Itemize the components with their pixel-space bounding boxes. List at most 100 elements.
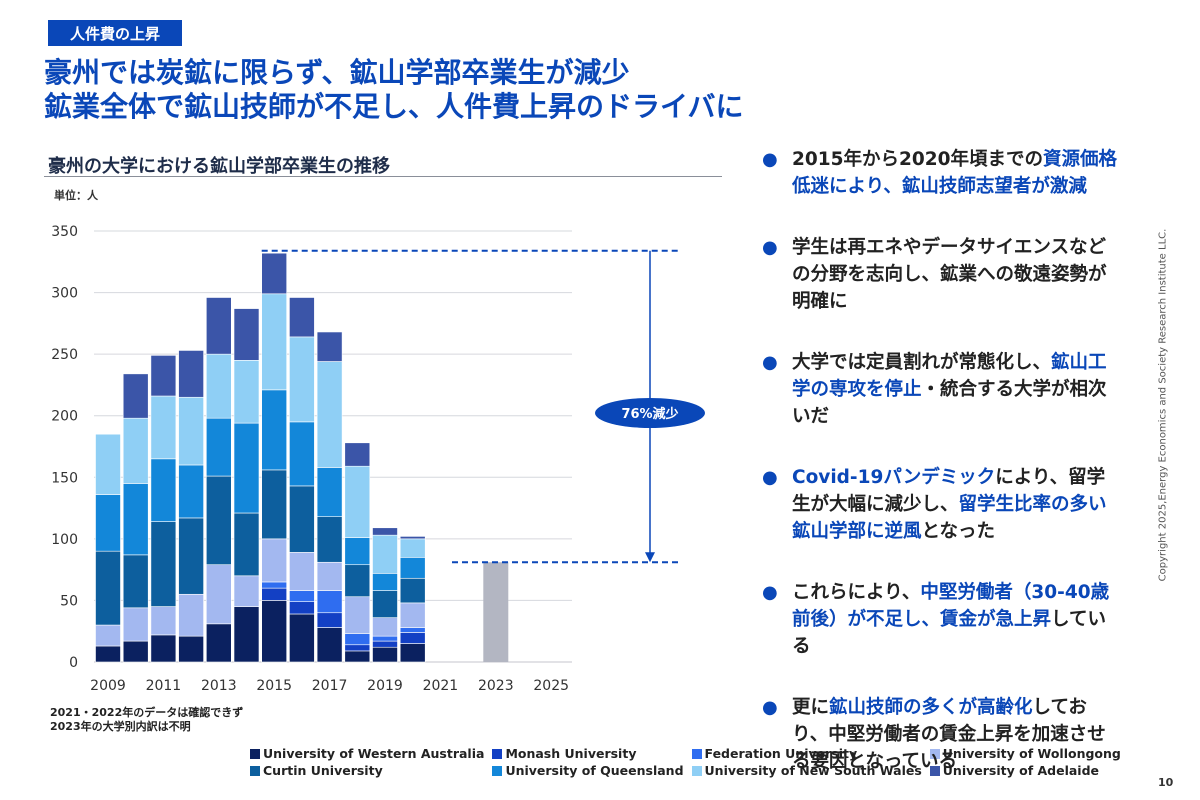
bar-segment (316, 467, 343, 517)
bar-segment (206, 297, 232, 355)
bullet-list: ● 2015年から2020年頃までの資源価格低迷により、鉱山技師志望者が激減 ● 学生… (762, 146, 1122, 800)
bullet-highlight: 留学生比率の多い鉱山学部に逆風 (792, 494, 1107, 542)
legend-label: University of Wollongong (942, 746, 1121, 761)
bar-segment (178, 464, 204, 519)
bar-segment (316, 590, 343, 614)
bar-segment (150, 606, 177, 636)
annotation-label: 76%減少 (621, 406, 678, 422)
bar-segment (399, 536, 426, 540)
bullet-segment: となった (921, 521, 995, 542)
page-headline: 豪州では炭鉱に限らず、鉱山学部卒業生が減少 鉱業全体で鉱山技師が不足し、人件費上… (44, 56, 1144, 124)
chart-title-divider (44, 176, 722, 177)
x-tick-label: 2013 (201, 678, 237, 694)
bar-segment (399, 643, 426, 663)
decrease-arrow-head (645, 552, 655, 563)
bar-segment (316, 612, 343, 628)
x-tick-label: 2019 (367, 678, 403, 694)
bar-segment (122, 373, 149, 419)
bar-segment (261, 469, 288, 540)
graduates-stacked-bar-chart: 0 50 100 150 200 250 300 350 2009 2011 2013 2015 201… (51, 224, 705, 694)
bar-segment (289, 590, 315, 602)
legend-item: University of Wollongong (929, 746, 1121, 762)
legend-swatch (929, 749, 940, 759)
bar-segment (178, 350, 204, 398)
bar-segment (233, 575, 260, 607)
bullet-segment: しており、中堅労働者の賃金上昇を加速させる要因となっている (792, 697, 1106, 772)
bullet-item: ● 更に鉱山技師の多くが高齢化しており、中堅労働者の賃金上昇を加速させる要因となっ… (762, 694, 1122, 775)
bar-segment (399, 557, 426, 579)
bar-total-only (483, 562, 509, 662)
bar-segment (261, 581, 288, 589)
bar-segment (289, 421, 315, 487)
bullet-dot-icon: ● (762, 697, 778, 718)
bullet-dot-icon: ● (762, 237, 778, 258)
headline-line-2: 鉱業全体で鉱山技師が不足し、人件費上昇のドライバに (44, 90, 744, 123)
bar-segment (95, 624, 121, 647)
bar-segment (316, 331, 343, 362)
bullet-dot-icon: ● (762, 582, 778, 603)
annotation-pill (595, 398, 705, 428)
legend-item: University of New South Wales (691, 763, 922, 779)
legend-swatch (250, 766, 260, 776)
bar-segment (261, 389, 288, 471)
section-tag: 人件費の上昇 (48, 20, 182, 46)
legend-swatch (492, 749, 503, 759)
bar-segment (289, 485, 315, 553)
bar-segment (316, 561, 343, 591)
bar-segment (150, 395, 177, 460)
legend-item: University of Western Australia (250, 746, 484, 762)
legend-label: Federation University (704, 746, 858, 761)
y-tick-label: 250 (51, 347, 78, 363)
chart-footnote: 2021・2022年のデータは確認できず 2023年の大学別内訳は不明 (50, 706, 243, 734)
bar-segment (178, 396, 204, 466)
bar-segment (206, 417, 232, 477)
bar-segment (206, 623, 232, 663)
bar-segment (316, 361, 343, 468)
bar-segment (233, 308, 260, 361)
bar-segment (344, 633, 371, 646)
bar-segment (289, 336, 315, 423)
bar-segment (261, 538, 288, 583)
bar-segment (344, 644, 371, 652)
legend-swatch (492, 766, 503, 776)
bar-segment (95, 433, 121, 495)
bar-segment (372, 573, 398, 591)
bullet-item: ● Covid-19パンデミックにより、留学生が大幅に減少し、留学生比率の多い鉱山… (762, 464, 1122, 545)
bar-segment (372, 527, 398, 536)
bar-segment (233, 359, 260, 424)
bar-segment (399, 602, 426, 628)
copyright-text: Copyright 2025,Energy Economics and Soci… (1157, 228, 1169, 582)
x-tick-label: 2023 (478, 678, 514, 694)
y-tick-label: 50 (60, 593, 78, 609)
bullet-highlight: 鉱山工学の専攻を停止 (792, 352, 1107, 400)
bar-segment (289, 297, 315, 338)
bar-segment (233, 512, 260, 577)
bar-segment (399, 627, 426, 633)
bar-segment (344, 465, 371, 538)
legend-item: Federation University (691, 746, 922, 762)
footnote-line-2: 2023年の大学別内訳は不明 (50, 720, 191, 733)
bullet-text: 更に鉱山技師の多くが高齢化しており、中堅労働者の賃金上昇を加速させる要因となって… (792, 694, 1122, 775)
bar-segment (316, 516, 343, 563)
bar-segment (122, 640, 149, 663)
x-tick-label: 2015 (256, 678, 292, 694)
legend-item: University of Queensland (492, 763, 684, 779)
bar-segment (344, 442, 371, 467)
y-tick-label: 300 (51, 286, 78, 302)
legend-item: Curtin University (250, 763, 484, 779)
bullet-segment: 大学では定員割れが常態化し、 (792, 352, 1052, 373)
x-tick-label: 2017 (312, 678, 348, 694)
bar-segment (399, 538, 426, 558)
bar-segment (289, 601, 315, 615)
bar-segment (372, 640, 398, 648)
bar-segment (261, 587, 288, 601)
bullet-text: 大学では定員割れが常態化し、鉱山工学の専攻を停止・統合する大学が相次いだ (792, 349, 1122, 430)
bar-segment (372, 617, 398, 637)
bar-segment (95, 494, 121, 552)
y-tick-label: 200 (51, 409, 78, 425)
x-tick-label: 2025 (533, 678, 569, 694)
bullet-text: 学生は再エネやデータサイエンスなどの分野を志向し、鉱業への敬遠姿勢が明確に (792, 234, 1122, 315)
bar-segment (316, 627, 343, 663)
unit-label: 単位：人 (54, 189, 98, 202)
bar-segment (122, 554, 149, 609)
